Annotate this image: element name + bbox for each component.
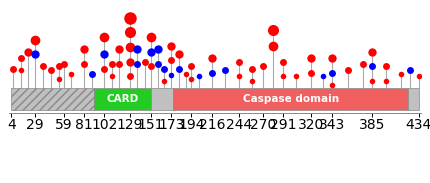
- Text: CARD: CARD: [106, 94, 138, 104]
- Text: Caspase domain: Caspase domain: [243, 94, 339, 104]
- Bar: [12, 88, 94, 110]
- Bar: [408, 88, 418, 110]
- Bar: [173, 88, 408, 110]
- Bar: [150, 88, 173, 110]
- Bar: [94, 88, 150, 110]
